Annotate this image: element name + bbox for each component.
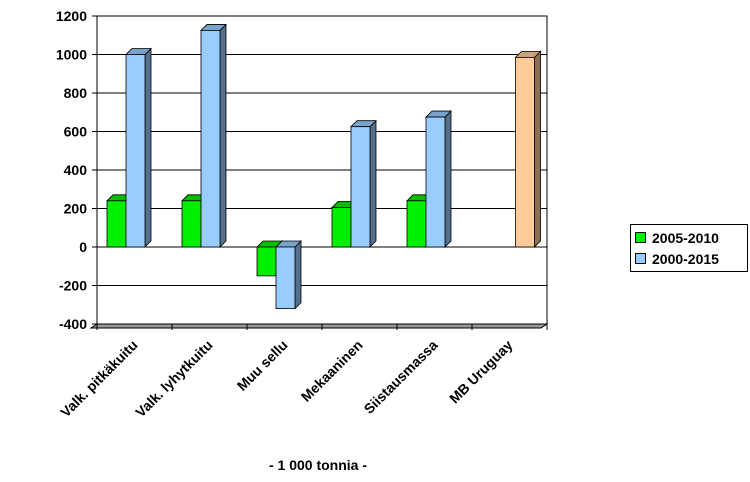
y-tick-label: 800 bbox=[64, 85, 88, 101]
bar-side bbox=[534, 50, 541, 248]
y-tick-label: 0 bbox=[79, 239, 87, 255]
legend-swatch-series-2 bbox=[635, 253, 646, 264]
bar-side bbox=[144, 47, 152, 248]
bars bbox=[106, 23, 542, 310]
bar-front bbox=[275, 246, 296, 309]
bar-front bbox=[125, 54, 146, 248]
bar-front bbox=[106, 200, 127, 248]
x-category-label: Siistausmassa bbox=[361, 337, 441, 417]
bar-front bbox=[515, 56, 535, 248]
bar-front bbox=[425, 116, 446, 248]
bar-front bbox=[200, 30, 221, 248]
bar-front bbox=[406, 200, 427, 248]
y-tick-label: 600 bbox=[64, 124, 88, 140]
bar bbox=[200, 23, 227, 248]
x-category-label: Mekaaninen bbox=[298, 337, 366, 405]
axes bbox=[89, 15, 549, 330]
x-category-label: Valk. pitkäkuitu bbox=[57, 337, 140, 420]
bar-front bbox=[331, 207, 352, 248]
gridlines bbox=[96, 15, 548, 325]
x-category-label: Valk. lyhytkuitu bbox=[132, 337, 215, 420]
legend-swatch-series-1 bbox=[635, 232, 646, 243]
y-tick-label: 1000 bbox=[56, 47, 87, 63]
legend-label-series-2: 2000-2015 bbox=[652, 250, 719, 267]
bar bbox=[350, 119, 377, 248]
y-tick-label: -200 bbox=[59, 278, 87, 294]
bar-side bbox=[369, 119, 377, 248]
legend-item-series-2: 2000-2015 bbox=[635, 248, 747, 269]
bar bbox=[425, 110, 452, 248]
y-tick-label: 400 bbox=[64, 162, 88, 178]
bar bbox=[514, 50, 542, 248]
x-category-label: MB Uruguay bbox=[446, 337, 516, 407]
bar-side bbox=[444, 110, 452, 248]
bar bbox=[125, 47, 152, 248]
bar-front bbox=[350, 126, 371, 248]
bar-front bbox=[181, 200, 202, 248]
legend-label-series-1: 2005-2010 bbox=[652, 229, 719, 246]
x-axis-label: - 1 000 tonnia - bbox=[269, 457, 367, 473]
bar-side bbox=[294, 240, 302, 310]
y-tick-label: 1200 bbox=[56, 8, 87, 24]
y-tick-labels: -400 -200 0 200 400 600 800 1000 1200 bbox=[56, 8, 87, 332]
legend-item-series-1: 2005-2010 bbox=[635, 227, 747, 248]
chart-floor bbox=[89, 323, 549, 329]
bar bbox=[275, 240, 302, 310]
bar-side bbox=[219, 23, 227, 248]
y-tick-label: 200 bbox=[64, 201, 88, 217]
bar-front bbox=[256, 246, 277, 277]
x-category-label: Muu sellu bbox=[234, 337, 291, 394]
legend: 2005-2010 2000-2015 bbox=[630, 224, 748, 272]
y-tick-label: -400 bbox=[59, 316, 87, 332]
